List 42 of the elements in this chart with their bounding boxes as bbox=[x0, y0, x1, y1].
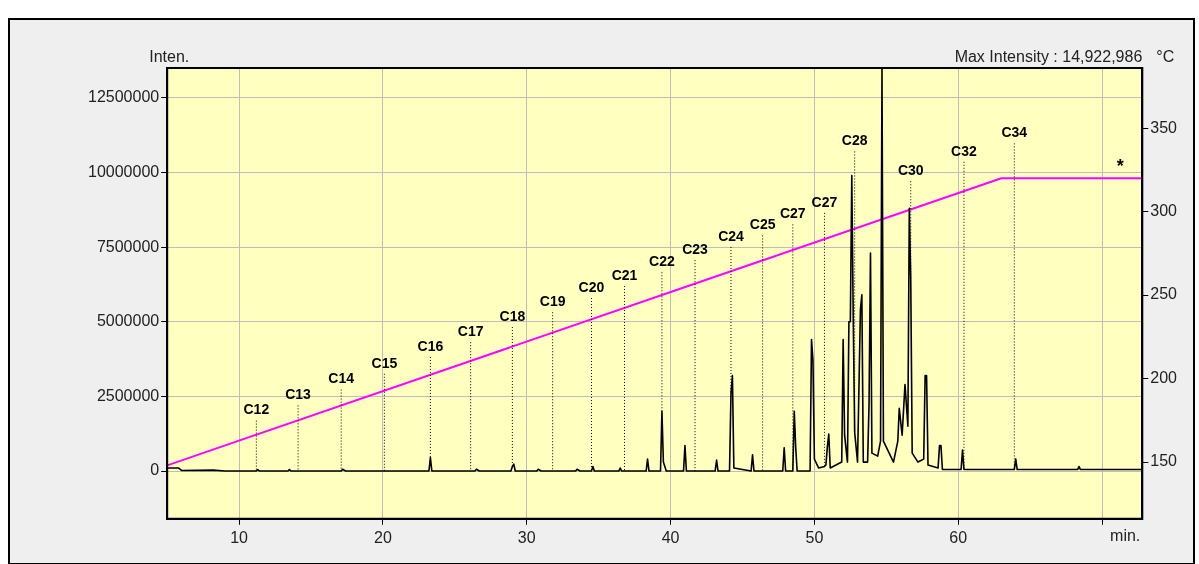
annotation: C27 bbox=[811, 193, 838, 210]
y-tick-label: 12500000 bbox=[88, 88, 160, 106]
y2-tick-label: 250 bbox=[1150, 285, 1178, 303]
annotation: C17 bbox=[457, 323, 484, 340]
annotation: C19 bbox=[539, 293, 566, 310]
annotation: C27 bbox=[779, 205, 806, 222]
text: Max Intensity : 14,922,986 bbox=[954, 48, 1143, 66]
y-axis-title: Inten. bbox=[149, 48, 190, 66]
annotation: C34 bbox=[1001, 124, 1028, 141]
annotation: C13 bbox=[285, 386, 312, 403]
y-tick-label: 2500000 bbox=[96, 386, 160, 404]
annotation: C15 bbox=[371, 354, 398, 371]
y-tick-label: 7500000 bbox=[96, 237, 160, 255]
annotation: C12 bbox=[243, 401, 270, 418]
annotation: C18 bbox=[499, 307, 526, 324]
y-tick-label: 10000000 bbox=[88, 162, 160, 180]
y-tick-label: 5000000 bbox=[96, 312, 160, 330]
y2-tick-label: 350 bbox=[1150, 118, 1178, 136]
annotation: C21 bbox=[611, 266, 638, 283]
y2-tick-label: 200 bbox=[1150, 368, 1178, 386]
x-tick-label: 40 bbox=[661, 528, 680, 546]
annotation: C25 bbox=[749, 216, 776, 233]
x-tick-label: 50 bbox=[805, 528, 824, 546]
annotation: * bbox=[1116, 156, 1124, 177]
y2-tick-label: 300 bbox=[1150, 201, 1178, 219]
y-tick-label: 0 bbox=[150, 461, 160, 479]
annotation: C32 bbox=[951, 142, 978, 159]
annotation: C23 bbox=[682, 241, 709, 258]
annotation: C28 bbox=[841, 132, 868, 149]
x-tick-label: 30 bbox=[517, 528, 536, 546]
annotation: C24 bbox=[718, 227, 745, 244]
y2-axis-title: °C bbox=[1156, 48, 1175, 66]
annotation: C20 bbox=[578, 278, 605, 295]
x-tick-label: 10 bbox=[230, 528, 249, 546]
annotation: C16 bbox=[417, 337, 444, 354]
annotation: C22 bbox=[649, 253, 675, 270]
annotation: C30 bbox=[897, 162, 924, 179]
y2-tick-label: 150 bbox=[1150, 452, 1178, 470]
annotation: C14 bbox=[328, 370, 355, 387]
x-tick-label: 20 bbox=[374, 528, 392, 546]
x-tick-label: 60 bbox=[949, 528, 968, 546]
x-axis-title: min. bbox=[1110, 527, 1141, 545]
